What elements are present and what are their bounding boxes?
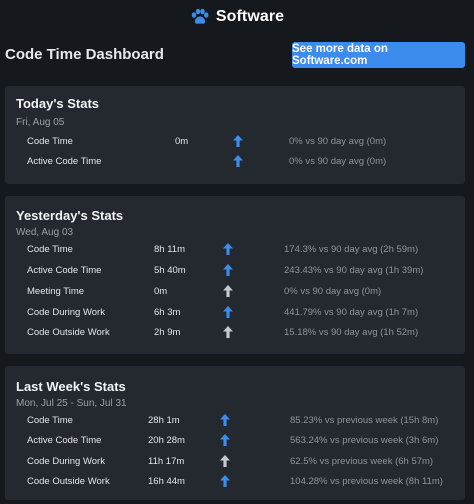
see-more-button[interactable]: See more data on Software.com	[292, 42, 465, 68]
metric-value: 5h 40m	[154, 265, 186, 276]
section-title: Today's Stats	[16, 96, 100, 111]
stat-row-active-code-time: Active Code Time 20h 28m 563.24% vs prev…	[5, 433, 465, 449]
arrow-up-icon	[220, 475, 230, 487]
metric-comparison: 0% vs 90 day avg (0m)	[284, 286, 382, 297]
section-title: Last Week's Stats	[16, 379, 126, 394]
metric-label: Code During Work	[27, 307, 105, 318]
metric-label: Code Outside Work	[27, 327, 110, 338]
metric-comparison: 441.79% vs 90 day avg (1h 7m)	[284, 307, 419, 318]
metric-label: Active Code Time	[27, 265, 102, 276]
stat-row-code-during-work: Code During Work 6h 3m 441.79% vs 90 day…	[5, 305, 465, 321]
stat-row-active-code-time: Active Code Time 0% vs 90 day avg (0m)	[5, 154, 465, 170]
metric-value: 0m	[154, 286, 168, 297]
today-stats-card: Today's Stats Fri, Aug 05 Code Time 0m 0…	[5, 86, 465, 184]
stat-row-code-time: Code Time 8h 11m 174.3% vs 90 day avg (2…	[5, 242, 465, 258]
arrow-up-icon	[220, 455, 230, 467]
stat-row-code-time: Code Time 0m 0% vs 90 day avg (0m)	[5, 134, 465, 150]
metric-label: Code Time	[27, 415, 73, 426]
stat-row-meeting-time: Meeting Time 0m 0% vs 90 day avg (0m)	[5, 284, 465, 300]
metric-comparison: 62.5% vs previous week (6h 57m)	[290, 456, 434, 467]
arrow-up-icon	[223, 285, 233, 297]
stat-row-code-outside-work: Code Outside Work 16h 44m 104.28% vs pre…	[5, 474, 465, 490]
metric-value: 6h 3m	[154, 307, 181, 318]
metric-label: Code Time	[27, 244, 73, 255]
metric-value: 28h 1m	[148, 415, 180, 426]
page-title: Code Time Dashboard	[5, 46, 164, 63]
metric-label: Code Time	[27, 136, 73, 147]
paw-icon	[191, 8, 209, 24]
arrow-up-icon	[233, 155, 243, 167]
stat-row-code-during-work: Code During Work 11h 17m 62.5% vs previo…	[5, 454, 465, 470]
metric-value: 2h 9m	[154, 327, 181, 338]
last-week-stats-card: Last Week's Stats Mon, Jul 25 - Sun, Jul…	[5, 366, 465, 500]
arrow-up-icon	[233, 135, 243, 147]
arrow-up-icon	[223, 306, 233, 318]
metric-label: Code During Work	[27, 456, 105, 467]
arrow-up-icon	[220, 434, 230, 446]
stat-row-code-outside-work: Code Outside Work 2h 9m 15.18% vs 90 day…	[5, 325, 465, 341]
metric-label: Active Code Time	[27, 156, 102, 167]
metric-value: 20h 28m	[148, 435, 185, 446]
metric-value: 0m	[175, 136, 189, 147]
metric-comparison: 104.28% vs previous week (8h 11m)	[290, 476, 443, 487]
brand-header: Software	[0, 0, 474, 34]
stat-row-code-time: Code Time 28h 1m 85.23% vs previous week…	[5, 413, 465, 429]
arrow-up-icon	[223, 264, 233, 276]
section-date: Wed, Aug 03	[16, 227, 74, 238]
metric-label: Active Code Time	[27, 435, 102, 446]
brand-name: Software	[215, 8, 285, 25]
metric-comparison: 174.3% vs 90 day avg (2h 59m)	[284, 244, 419, 255]
section-date: Fri, Aug 05	[16, 117, 65, 128]
metric-comparison: 0% vs 90 day avg (0m)	[289, 156, 387, 167]
metric-comparison: 0% vs 90 day avg (0m)	[289, 136, 387, 147]
metric-label: Meeting Time	[27, 286, 85, 297]
section-title: Yesterday's Stats	[16, 208, 124, 223]
metric-value: 16h 44m	[148, 476, 185, 487]
yesterday-stats-card: Yesterday's Stats Wed, Aug 03 Code Time …	[5, 196, 465, 354]
arrow-up-icon	[220, 414, 230, 426]
metric-value: 11h 17m	[148, 456, 185, 467]
metric-comparison: 563.24% vs previous week (3h 6m)	[290, 435, 439, 446]
metric-value: 8h 11m	[154, 244, 185, 255]
metric-comparison: 85.23% vs previous week (15h 8m)	[290, 415, 439, 426]
arrow-up-icon	[223, 326, 233, 338]
metric-label: Code Outside Work	[27, 476, 110, 487]
section-date: Mon, Jul 25 - Sun, Jul 31	[16, 398, 127, 409]
metric-comparison: 15.18% vs 90 day avg (1h 52m)	[284, 327, 419, 338]
stat-row-active-code-time: Active Code Time 5h 40m 243.43% vs 90 da…	[5, 263, 465, 279]
metric-comparison: 243.43% vs 90 day avg (1h 39m)	[284, 265, 424, 276]
arrow-up-icon	[223, 243, 233, 255]
